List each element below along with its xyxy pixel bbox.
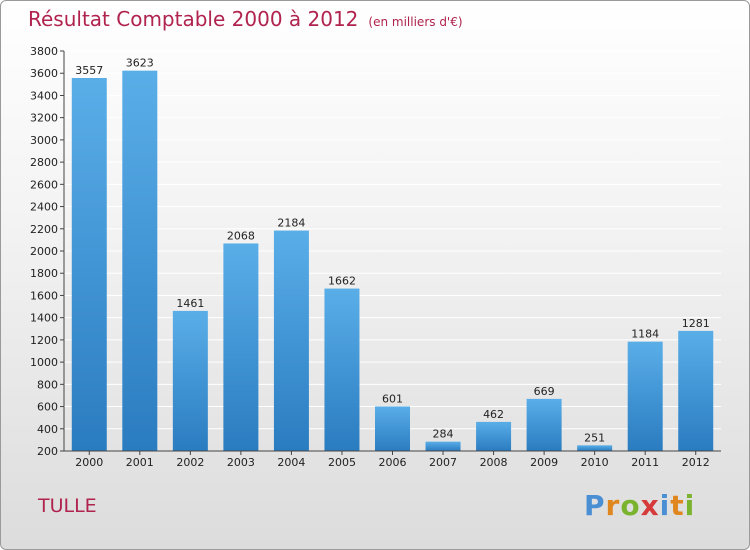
bar	[375, 406, 410, 451]
chart-title-main: Résultat Comptable 2000 à 2012	[28, 7, 359, 31]
y-tick-label: 2400	[30, 201, 58, 214]
logo-letter: P	[584, 489, 606, 522]
x-tick-label: 2007	[429, 456, 457, 469]
bar-value-label: 601	[382, 392, 403, 405]
chart-title: Résultat Comptable 2000 à 2012 (en millie…	[28, 7, 463, 31]
bar-value-label: 3623	[126, 57, 154, 70]
logo-letter: o	[620, 489, 641, 522]
bar-value-label: 2068	[227, 229, 255, 242]
bar	[71, 78, 107, 451]
bar-value-label: 462	[483, 408, 504, 421]
x-tick-label: 2001	[126, 456, 154, 469]
logo-letter: r	[605, 489, 621, 522]
bar	[172, 310, 208, 451]
x-tick-label: 2009	[530, 456, 558, 469]
bar	[273, 230, 309, 451]
y-tick-label: 1800	[30, 267, 58, 280]
bar-value-label: 1461	[176, 297, 204, 310]
y-tick-label: 2800	[30, 156, 58, 169]
chart-subtitle: (en milliers d'€)	[368, 15, 463, 29]
y-tick-label: 400	[37, 423, 58, 436]
y-tick-label: 3200	[30, 112, 58, 125]
y-tick-label: 3600	[30, 67, 58, 80]
bar	[526, 398, 562, 451]
x-tick-label: 2010	[581, 456, 609, 469]
bar-value-label: 1184	[631, 328, 659, 341]
logo-letter: i	[684, 489, 696, 522]
bar-value-label: 1281	[682, 317, 710, 330]
y-tick-label: 3400	[30, 89, 58, 102]
y-tick-label: 1200	[30, 334, 58, 347]
bar	[577, 445, 613, 451]
bar-value-label: 3557	[75, 64, 103, 77]
axes: 200 400 600 800 1000 1200 1400 1600 1800 2000 2200…	[30, 45, 721, 469]
city-name: TULLE	[38, 495, 97, 517]
y-tick-label: 600	[37, 401, 58, 414]
x-tick-label: 2002	[176, 456, 204, 469]
x-tick-label: 2012	[682, 456, 710, 469]
y-tick-label: 2000	[30, 245, 58, 258]
bar	[122, 70, 158, 452]
bar-value-label: 1662	[328, 275, 356, 288]
y-tick-label: 1400	[30, 312, 58, 325]
y-tick-label: 1600	[30, 289, 58, 302]
bar-value-label: 669	[534, 385, 555, 398]
y-tick-label: 3000	[30, 134, 58, 147]
bar	[476, 421, 512, 451]
bar-value-label: 284	[433, 428, 454, 441]
x-tick-label: 2005	[328, 456, 356, 469]
x-tick-label: 2000	[75, 456, 103, 469]
logo-letter: x	[640, 489, 660, 522]
bar	[627, 341, 663, 451]
bar	[678, 330, 714, 451]
y-tick-label: 3800	[30, 45, 58, 58]
bars: 3557 3623 1461 2068 2184 1662 601 284 462 669 251 1…	[71, 57, 714, 452]
y-tick-label: 800	[37, 378, 58, 391]
bar	[324, 288, 360, 451]
x-tick-label: 2008	[480, 456, 508, 469]
x-tick-label: 2006	[379, 456, 407, 469]
logo-letter: i	[659, 489, 671, 522]
grid	[64, 50, 721, 452]
x-tick-label: 2003	[227, 456, 255, 469]
y-tick-label: 200	[37, 445, 58, 458]
bar-value-label: 2184	[277, 217, 305, 230]
bar	[425, 441, 461, 451]
bar	[223, 243, 259, 451]
y-tick-label: 2200	[30, 223, 58, 236]
x-tick-label: 2011	[631, 456, 659, 469]
bar-value-label: 251	[584, 431, 605, 444]
y-tick-label: 2600	[30, 178, 58, 191]
logo-letter: t	[670, 489, 685, 522]
y-tick-label: 1000	[30, 356, 58, 369]
x-tick-label: 2004	[277, 456, 305, 469]
proxiti-logo: Proxiti	[584, 489, 695, 522]
